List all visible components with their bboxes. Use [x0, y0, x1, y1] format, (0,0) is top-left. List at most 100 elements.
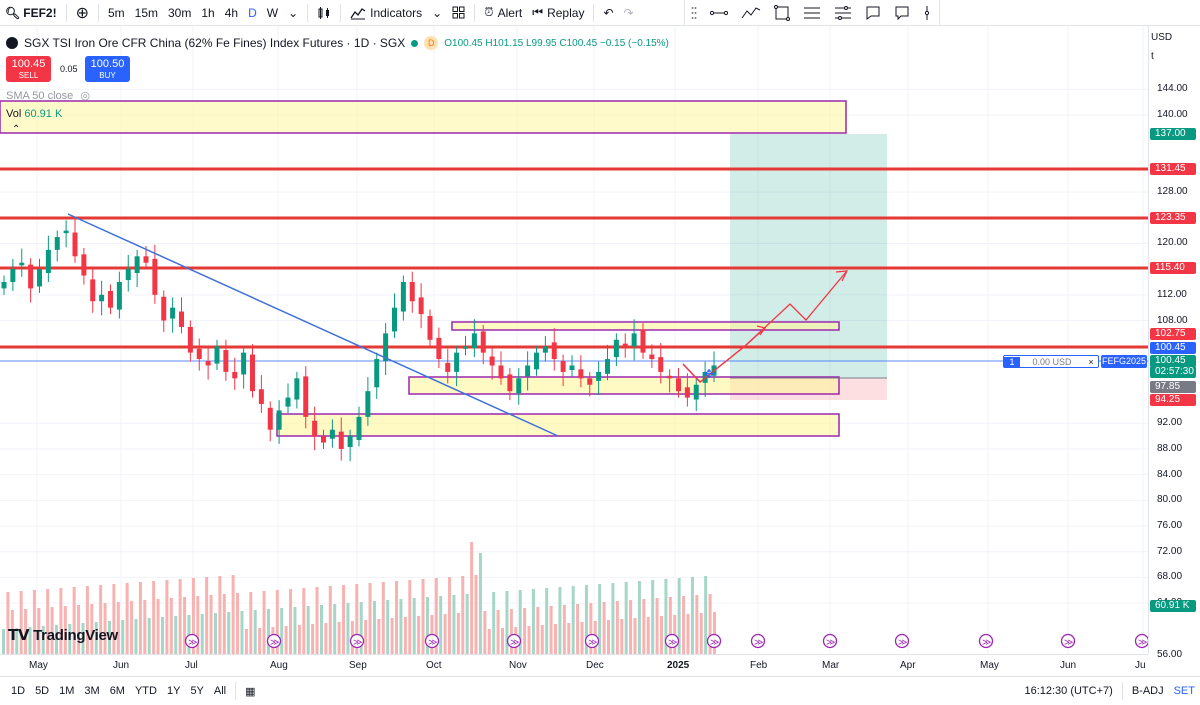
time-tick: Apr	[900, 660, 916, 671]
undo-icon[interactable]: ↶	[603, 5, 614, 20]
candle-body	[649, 354, 655, 360]
volume-bar	[59, 588, 63, 654]
price-label: 100.45	[1150, 355, 1196, 367]
interval-5m[interactable]: 5m	[107, 5, 125, 20]
interval-1h[interactable]: 1h	[201, 5, 215, 20]
note-icon[interactable]	[865, 5, 881, 21]
candle-type-button[interactable]	[312, 0, 336, 26]
range-3m[interactable]: 3M	[84, 685, 100, 697]
volume-bar	[165, 580, 169, 654]
arrow-head-icon	[756, 325, 767, 336]
volume-bar	[72, 587, 76, 654]
buy-button[interactable]: 100.50 BUY	[85, 56, 130, 82]
eye-off-icon[interactable]: ◎	[80, 90, 90, 102]
volume-bar	[381, 582, 385, 654]
alert-button[interactable]: ⏰︎ Alert	[479, 0, 527, 26]
layout-grid-icon[interactable]	[447, 0, 470, 26]
candle-body	[267, 407, 273, 430]
chevron-down-icon[interactable]: ⌄	[288, 5, 299, 20]
trend-line-icon[interactable]	[710, 6, 729, 20]
sma-legend[interactable]: SMA 50 close ◎	[6, 89, 90, 102]
candle-body	[418, 297, 424, 315]
support-zone[interactable]	[408, 376, 840, 395]
volume-bar	[642, 599, 646, 654]
settlement-toggle[interactable]: SET	[1173, 685, 1195, 697]
supply-zone-top[interactable]	[0, 100, 847, 134]
rewind-icon: ⏮︎	[532, 5, 544, 19]
volume-bar	[408, 580, 412, 654]
volume-bar	[337, 622, 341, 654]
close-position-icon[interactable]: ×	[1088, 356, 1094, 367]
volume-bar	[412, 598, 416, 654]
range-5d[interactable]: 5D	[35, 685, 50, 697]
fib-retracement-icon[interactable]	[803, 5, 821, 21]
currency-selector[interactable]: USD t	[1151, 32, 1197, 68]
redo-icon[interactable]: ↷	[623, 5, 634, 20]
volume-bar	[417, 616, 421, 654]
range-5y[interactable]: 5Y	[190, 685, 204, 697]
range-1m[interactable]: 1M	[59, 685, 75, 697]
clock-time[interactable]: 16:12:30 (UTC+7)	[1024, 685, 1113, 697]
candle-body	[179, 311, 184, 327]
adjustment-toggle[interactable]: B-ADJ	[1131, 685, 1164, 697]
volume-bar	[668, 597, 672, 654]
indicators-button[interactable]: Indicators	[345, 0, 427, 26]
settings-sliders-icon[interactable]	[834, 5, 852, 21]
interval-15m[interactable]: 15m	[134, 5, 158, 20]
candle-body	[294, 378, 300, 400]
downtrend-line[interactable]	[67, 213, 559, 437]
position-line-pill[interactable]: 1 0.00 USD ×	[1003, 355, 1099, 368]
volume-bar	[359, 602, 363, 654]
volume-bar	[28, 627, 32, 654]
callout-icon[interactable]	[894, 5, 910, 21]
drawing-toolbar	[684, 0, 940, 26]
replay-button[interactable]: ⏮︎ Replay	[527, 0, 589, 26]
vertical-line-icon[interactable]	[922, 5, 932, 21]
range-1d[interactable]: 1D	[11, 685, 26, 697]
interval-30m[interactable]: 30m	[168, 5, 192, 20]
volume-bar	[452, 595, 456, 654]
range-1y[interactable]: 1Y	[166, 685, 181, 697]
volume-bar	[77, 605, 81, 654]
event-marker-icon	[266, 633, 282, 649]
add-symbol-button[interactable]: ⊕	[75, 4, 89, 22]
candle-body	[454, 352, 460, 372]
candle-body	[37, 269, 42, 287]
chevron-down-icon[interactable]: ⌄	[432, 5, 443, 20]
path-icon[interactable]	[741, 6, 761, 20]
bottom-toolbar: 1D 5D 1M 3M 6M YTD 1Y 5Y All ▦ 16:12:30 …	[0, 676, 1200, 705]
volume-bar	[677, 578, 681, 654]
price-tick: 68.00	[1157, 571, 1183, 583]
candle-body	[143, 256, 149, 263]
collapse-legend-icon[interactable]: ⌃	[12, 124, 21, 135]
interval-w[interactable]: W	[266, 5, 279, 20]
range-6m[interactable]: 6M	[109, 685, 125, 697]
time-axis[interactable]: May Jun Jul Aug Sep Oct Nov Dec 2025 Feb Mar Apr May…	[0, 654, 1148, 676]
interval-4h[interactable]: 4h	[224, 5, 239, 20]
open-value: O100.45	[444, 37, 483, 49]
symbol-search[interactable]: 🔍︎ FEF2!	[0, 0, 62, 26]
vol-label: Vol	[6, 108, 22, 120]
interval-d[interactable]: D	[248, 5, 257, 20]
range-ytd[interactable]: YTD	[134, 685, 157, 697]
change-value: −0.15 (−0.15%)	[599, 37, 669, 49]
resistance-zone[interactable]	[451, 321, 840, 331]
candle-body	[54, 237, 60, 250]
event-marker-glyph: ≫	[898, 637, 907, 647]
volume-bar	[501, 628, 505, 654]
rectangle-icon[interactable]	[774, 4, 791, 21]
long-position-profit-zone[interactable]	[730, 134, 887, 378]
event-marker-glyph: ≫	[1138, 637, 1147, 647]
divider	[307, 3, 309, 22]
price-tick: 128.00	[1157, 186, 1188, 198]
volume-bar	[624, 582, 628, 654]
candle-body	[10, 269, 16, 282]
sell-button[interactable]: 100.45 SELL	[6, 56, 51, 82]
projection-path-b[interactable]	[682, 271, 847, 383]
calendar-icon[interactable]: ▦	[245, 685, 256, 698]
range-all[interactable]: All	[213, 685, 227, 697]
drag-handle-icon[interactable]	[691, 6, 697, 20]
price-axis[interactable]: USD t 144.00 140.00 128.00 120.00 112.00 108.…	[1148, 26, 1200, 660]
volume-bar	[319, 605, 323, 654]
price-chart[interactable]: ✥ ≫ ≫ ≫ ≫ ≫ ≫ ≫ ≫ ≫ ≫ ≫ ≫ ≫ ≫	[0, 26, 1148, 654]
